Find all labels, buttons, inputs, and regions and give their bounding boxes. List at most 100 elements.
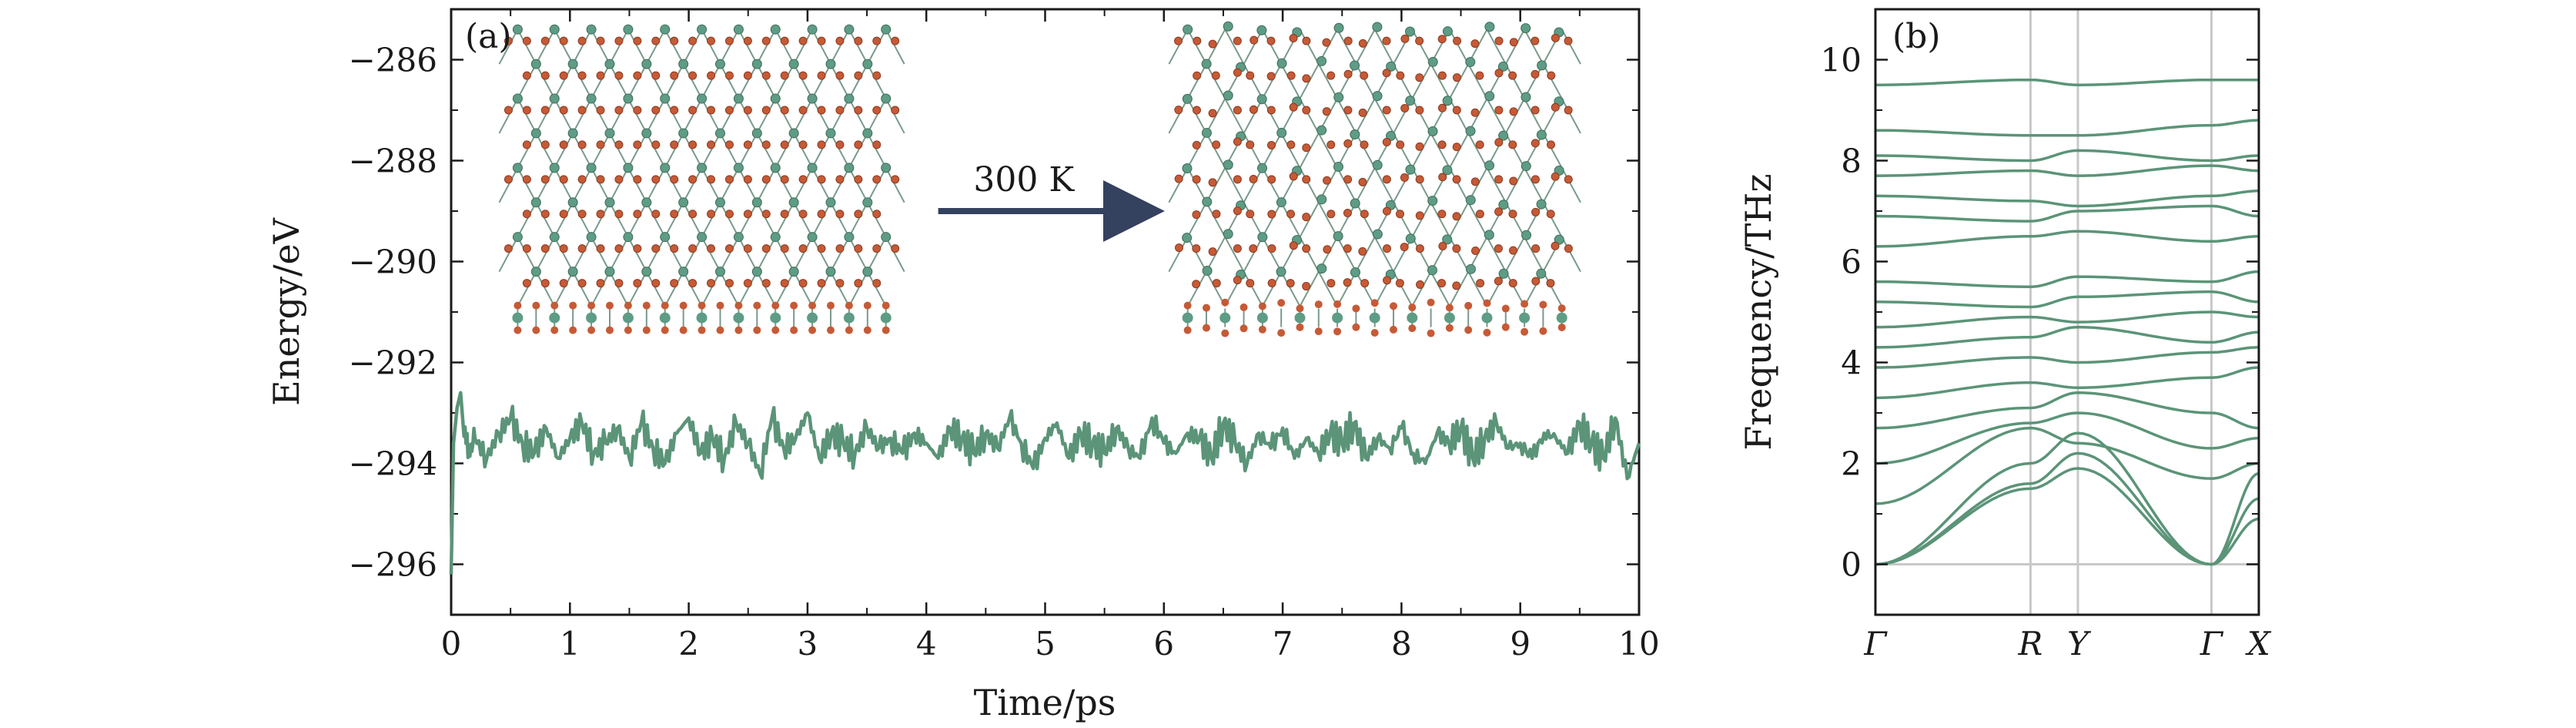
- oxygen-atom: [688, 36, 698, 45]
- bond: [1186, 271, 1207, 307]
- oxygen-atom: [633, 36, 642, 45]
- side-oxygen-atom: [642, 326, 651, 334]
- oxygen-atom: [835, 210, 845, 219]
- bond: [1393, 202, 1413, 238]
- oxygen-atom: [1452, 106, 1461, 115]
- bond: [793, 167, 813, 203]
- metal-atom: [530, 128, 541, 139]
- oxygen-atom: [596, 140, 605, 149]
- bond: [719, 29, 740, 65]
- oxygen-atom: [1267, 244, 1276, 253]
- bond: [866, 271, 887, 307]
- oxygen-atom: [540, 140, 550, 149]
- oxygen-atom: [559, 175, 568, 184]
- metal-atom: [530, 197, 541, 208]
- side-oxygen-atom: [1483, 299, 1491, 307]
- bond: [535, 202, 556, 238]
- oxygen-atom: [559, 140, 568, 149]
- side-oxygen-atom: [587, 301, 596, 310]
- bond: [645, 98, 666, 134]
- bond: [848, 167, 868, 203]
- side-oxygen-atom: [790, 326, 798, 334]
- oxygen-atom: [540, 279, 550, 288]
- metal-atom: [623, 24, 634, 35]
- metal-atom: [1316, 194, 1327, 205]
- temperature-label: 300 K: [973, 160, 1075, 200]
- bond: [1280, 202, 1301, 238]
- oxygen-atom: [1343, 36, 1353, 45]
- bond: [1280, 133, 1301, 169]
- bond: [1411, 133, 1432, 169]
- bond: [590, 202, 611, 238]
- metal-atom: [549, 232, 560, 243]
- oxygen-atom: [891, 244, 900, 253]
- oxygen-atom: [1266, 106, 1276, 115]
- metal-atom: [1276, 127, 1287, 138]
- bond: [1168, 167, 1189, 203]
- bond: [1337, 98, 1357, 134]
- oxygen-atom: [872, 140, 882, 149]
- bond: [572, 63, 592, 99]
- oxygen-atom: [761, 36, 771, 45]
- metal-atom: [678, 59, 689, 69]
- metal-atom: [1427, 56, 1438, 67]
- bond: [793, 237, 813, 273]
- bond: [590, 133, 611, 169]
- bond: [1449, 167, 1470, 203]
- metal-atom: [1256, 94, 1267, 105]
- side-oxygen-atom: [679, 301, 687, 310]
- oxygen-atom: [670, 71, 679, 80]
- oxygen-atom: [670, 140, 679, 149]
- oxygen-atom: [835, 175, 845, 184]
- oxygen-atom: [707, 140, 716, 149]
- bond: [645, 133, 666, 169]
- y-tick-label: −294: [349, 445, 437, 483]
- metal-atom: [1316, 55, 1327, 66]
- metal-atom: [1333, 92, 1344, 102]
- oxygen-atom: [1358, 108, 1367, 117]
- metal-atom: [714, 267, 725, 277]
- bond: [1280, 271, 1301, 307]
- bond: [866, 63, 887, 99]
- phonon-band-line: [1875, 204, 2259, 223]
- side-metal-atom: [1369, 312, 1380, 324]
- side-oxygen-atom: [514, 301, 522, 310]
- bond: [1467, 63, 1488, 99]
- phonon-band-line: [1875, 230, 2259, 248]
- oxygen-atom: [835, 106, 845, 115]
- bond: [1261, 98, 1283, 134]
- oxygen-atom: [1233, 137, 1242, 146]
- oxygen-atom: [688, 106, 698, 115]
- oxygen-atom: [798, 175, 808, 184]
- bond: [627, 237, 647, 273]
- oxygen-atom: [1343, 244, 1352, 253]
- oxygen-atom: [761, 175, 771, 184]
- oxygen-atom: [1249, 244, 1258, 253]
- oxygen-atom: [780, 106, 789, 115]
- side-oxygen-atom: [1501, 304, 1510, 313]
- side-metal-atom: [770, 312, 781, 324]
- metal-atom: [567, 59, 578, 69]
- oxygen-atom: [780, 140, 789, 149]
- metal-atom: [1223, 21, 1233, 32]
- oxygen-atom: [707, 71, 716, 80]
- oxygen-atom: [1531, 139, 1540, 148]
- oxygen-atom: [577, 140, 587, 149]
- bond: [1243, 202, 1263, 238]
- bond: [554, 167, 574, 203]
- oxygen-atom: [743, 210, 752, 219]
- side-metal-atom: [696, 312, 708, 324]
- bond: [756, 167, 777, 203]
- oxygen-atom: [854, 106, 863, 115]
- metal-atom: [770, 24, 781, 35]
- bond: [1411, 271, 1432, 307]
- metal-atom: [1405, 96, 1416, 106]
- oxygen-atom: [743, 244, 752, 253]
- x-tick-label: 1: [560, 625, 580, 663]
- panel-a-series: [449, 391, 1641, 575]
- metal-atom: [807, 232, 818, 243]
- oxygen-atom: [1343, 278, 1352, 287]
- metal-atom: [1536, 129, 1547, 140]
- oxygen-atom: [724, 175, 734, 184]
- bond: [1337, 29, 1357, 65]
